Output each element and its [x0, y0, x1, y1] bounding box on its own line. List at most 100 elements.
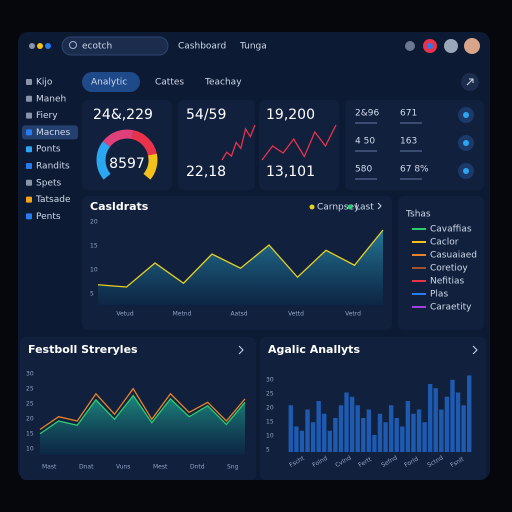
browser-icon-core	[427, 43, 433, 49]
bar	[400, 426, 405, 452]
y-label: 15	[26, 431, 34, 438]
bar	[344, 392, 349, 452]
panel-title: Casldrats	[90, 200, 149, 213]
bar	[455, 392, 461, 452]
sidebar-icon	[26, 213, 32, 220]
y-label: 10	[26, 446, 34, 453]
bar	[422, 422, 427, 452]
bar	[366, 409, 372, 452]
card	[259, 100, 339, 190]
kpi-sub: 13,101	[266, 164, 315, 180]
list-bar	[400, 178, 422, 180]
sidebar-item[interactable]: Macnes	[36, 128, 70, 138]
sidebar-icon	[26, 112, 32, 119]
list-icon-core	[463, 140, 469, 146]
sidebar-item[interactable]: Fiery	[36, 111, 58, 121]
list-value: 2&96	[355, 109, 379, 119]
tab[interactable]: Cattes	[155, 78, 184, 88]
bar	[411, 413, 416, 452]
y-label: 5	[266, 447, 270, 454]
bar	[355, 405, 360, 452]
list-value: 580	[355, 165, 372, 175]
tab[interactable]: Teachay	[204, 78, 242, 88]
sidebar-item[interactable]: Spets	[36, 178, 61, 188]
x-label: Mast	[42, 464, 57, 471]
list-bar	[355, 178, 377, 180]
x-label: Metnd	[173, 311, 192, 318]
tab[interactable]: Analytic	[91, 78, 127, 88]
legend-label: Casuaiaed	[430, 251, 477, 261]
sidebar-icon	[26, 79, 32, 85]
bar	[316, 401, 321, 452]
x-label: Vuns	[116, 464, 130, 471]
list-value: 163	[400, 137, 417, 147]
bar	[467, 375, 472, 452]
bar	[294, 426, 299, 452]
sidebar-item[interactable]: Tatsade	[35, 195, 71, 205]
y-label: 20	[26, 416, 34, 423]
line	[97, 229, 384, 288]
search-text: ecotch	[82, 42, 112, 52]
sidebar-item[interactable]: Randits	[36, 162, 70, 172]
list-value: 67 8%	[400, 165, 429, 175]
y-label: 25	[26, 401, 34, 408]
list-bar	[400, 122, 422, 124]
bar	[405, 401, 411, 452]
y-label: 10	[266, 433, 274, 440]
area	[40, 395, 245, 455]
sidebar-icon	[26, 196, 32, 203]
list-value: 671	[400, 109, 417, 119]
list-value: 4 50	[355, 137, 375, 147]
line	[39, 387, 246, 431]
search-box[interactable]	[61, 36, 169, 56]
settings-icon[interactable]	[444, 39, 458, 53]
bar	[299, 430, 305, 452]
panel-title: Tshas	[405, 210, 431, 220]
trend-line	[261, 124, 337, 161]
expand-icon	[466, 78, 474, 86]
sidebar-item[interactable]: Kijo	[36, 78, 53, 88]
y-label: 10	[90, 267, 98, 274]
sidebar-item[interactable]: Maneh	[36, 94, 66, 104]
title: Cashboard	[178, 42, 226, 52]
bar	[305, 409, 310, 452]
kpi-value: 24&,229	[93, 107, 153, 123]
y-label: 20	[90, 219, 98, 226]
area	[98, 230, 383, 305]
bar	[327, 430, 333, 452]
bar	[361, 418, 366, 452]
list-icon-core	[463, 112, 469, 118]
y-label: 15	[90, 243, 98, 250]
bar	[439, 409, 444, 452]
dot	[37, 43, 43, 49]
x-label: Dnat	[79, 464, 94, 471]
x-label: Vetrd	[345, 311, 361, 318]
sidebar-icon	[26, 179, 32, 186]
legend-label: Coretioy	[430, 264, 468, 274]
bar	[394, 418, 399, 452]
sidebar-item[interactable]: Pents	[36, 212, 61, 222]
chevron[interactable]	[238, 345, 244, 355]
y-label: 20	[266, 405, 274, 412]
sidebar-item[interactable]: Ponts	[36, 145, 61, 155]
chevron[interactable]	[377, 202, 382, 210]
avatar[interactable]	[464, 38, 480, 54]
card	[345, 100, 484, 190]
x-label: Mest	[153, 464, 168, 471]
kpi-value: 19,200	[266, 107, 315, 123]
x-label: Vettd	[288, 311, 304, 318]
x-label: Vetud	[116, 311, 133, 318]
card	[178, 100, 255, 190]
chevron[interactable]	[472, 345, 478, 355]
y-label: 30	[26, 371, 34, 378]
legend-label: Last	[355, 203, 374, 213]
bar	[377, 413, 383, 452]
user-icon[interactable]	[405, 41, 415, 51]
list-bar	[355, 150, 377, 152]
bar	[427, 384, 433, 452]
bar	[416, 409, 422, 452]
x-label: Dntd	[190, 464, 205, 471]
menu[interactable]: Tunga	[239, 42, 267, 52]
y-label: 25	[26, 386, 34, 393]
